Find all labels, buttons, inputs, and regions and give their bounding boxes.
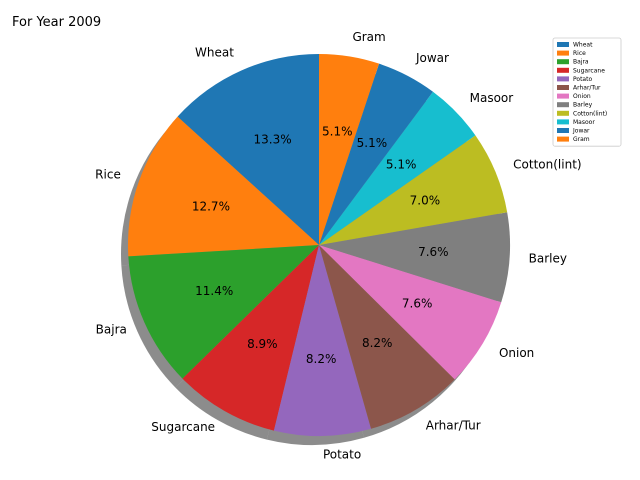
legend-swatch-sugarcane xyxy=(557,67,569,73)
legend-swatch-onion xyxy=(557,93,569,99)
legend-label-wheat: Wheat xyxy=(573,42,593,49)
pie-slice-arhar-tur xyxy=(319,245,455,429)
pie-slice-masoor xyxy=(319,91,476,245)
pie-slice-wheat xyxy=(177,54,319,245)
slice-label-masoor: Masoor xyxy=(470,91,514,105)
legend-swatch-gram xyxy=(557,136,569,142)
percent-label-wheat: 13.3% xyxy=(254,133,292,147)
percent-label-potato: 8.2% xyxy=(306,352,337,366)
pie-slice-sugarcane xyxy=(182,245,319,431)
slice-label-onion: Onion xyxy=(499,346,534,360)
legend-swatch-cotton-lint xyxy=(557,110,569,116)
legend-label-sugarcane: Sugarcane xyxy=(573,67,605,74)
legend-label-barley: Barley xyxy=(573,102,593,109)
slice-label-sugarcane: Sugarcane xyxy=(151,420,215,434)
legend-label-jowar: Jowar xyxy=(572,128,590,135)
pie-slice-jowar xyxy=(319,63,433,246)
slice-label-jowar: Jowar xyxy=(415,51,449,65)
percent-label-sugarcane: 8.9% xyxy=(247,337,278,351)
pie-slice-gram xyxy=(319,53,380,245)
legend-label-cotton-lint: Cotton(lint) xyxy=(573,110,607,117)
percent-label-gram: 5.1% xyxy=(322,124,353,138)
legend-frame xyxy=(552,37,622,147)
pie-slice-bajra xyxy=(128,245,319,379)
pie-slice-onion xyxy=(319,245,502,380)
pie-slices xyxy=(128,53,511,436)
slice-label-potato: Potato xyxy=(323,448,361,462)
legend-label-bajra: Bajra xyxy=(573,59,589,66)
pie-slice-rice xyxy=(128,116,319,257)
legend-swatch-wheat xyxy=(557,42,569,47)
percent-label-jowar: 5.1% xyxy=(357,136,388,150)
percent-label-onion: 7.6% xyxy=(402,297,433,311)
pie-slice-barley xyxy=(319,212,511,303)
percent-label-cotton-lint: 7.0% xyxy=(410,194,441,208)
legend-swatch-rice xyxy=(557,50,569,56)
chart-title: For Year 2009 xyxy=(12,15,101,30)
slice-label-bajra: Bajra xyxy=(96,323,127,337)
legend-label-onion: Onion xyxy=(573,93,591,100)
legend-label-rice: Rice xyxy=(573,50,586,57)
slice-label-gram: Gram xyxy=(352,30,385,44)
legend-label-arhar-tur: Arhar/Tur xyxy=(573,85,601,92)
percent-label-bajra: 11.4% xyxy=(195,284,233,298)
percent-label-barley: 7.6% xyxy=(418,245,449,259)
percent-label-arhar-tur: 8.2% xyxy=(362,336,393,350)
legend-swatch-bajra xyxy=(557,59,569,65)
pie-slice-potato xyxy=(273,245,372,436)
legend-swatch-potato xyxy=(557,76,569,82)
legend-label-masoor: Masoor xyxy=(573,119,595,126)
legend-swatch-jowar xyxy=(557,128,569,133)
legend-swatch-masoor xyxy=(557,119,569,125)
slice-label-wheat: Wheat xyxy=(195,45,234,59)
percent-label-rice: 12.7% xyxy=(192,199,230,213)
legend-swatch-arhar-tur xyxy=(557,85,569,90)
slice-label-cotton-lint: Cotton(lint) xyxy=(513,157,581,171)
pie-slice-cotton-lint xyxy=(319,135,508,245)
slice-label-arhar-tur: Arhar/Tur xyxy=(426,418,481,432)
pie-labels: Wheat 13.3% Rice 12.7% Bajra 11.4% Sugarcane 8.… xyxy=(95,30,581,461)
legend-label-gram: Gram xyxy=(573,136,590,143)
slice-label-barley: Barley xyxy=(529,251,567,265)
legend-swatch-barley xyxy=(557,102,569,108)
legend-label-potato: Potato xyxy=(573,76,592,83)
slice-label-rice: Rice xyxy=(95,168,121,182)
percent-label-masoor: 5.1% xyxy=(386,158,417,172)
